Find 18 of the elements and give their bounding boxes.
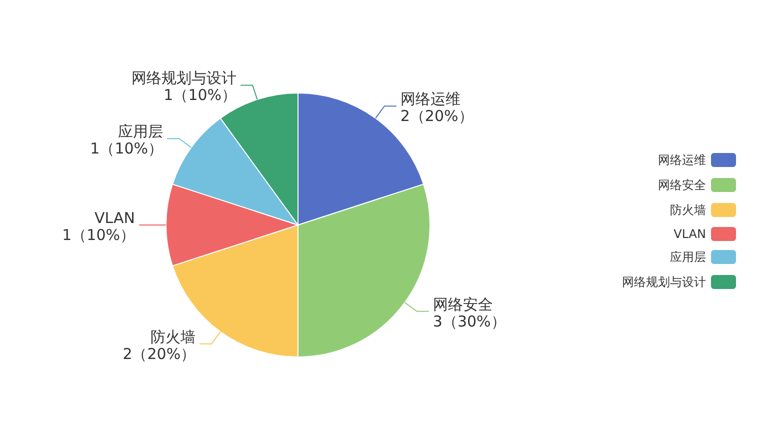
legend-label: 应用层 [670, 248, 706, 266]
legend-label: 网络安全 [658, 176, 706, 194]
data-label: 1（10%） [164, 86, 237, 104]
slice-label: 防火墙 [150, 328, 196, 346]
data-label: 2（20%） [122, 344, 196, 363]
legend-label: 网络规划与设计 [622, 274, 706, 290]
data-label: 1（10%） [90, 140, 164, 158]
data-label: 1（10%） [62, 226, 135, 244]
legend-label: VLAN [674, 226, 706, 240]
slice-label: 网络规划与设计 [132, 69, 237, 88]
data-label: 2（20%） [400, 107, 474, 126]
data-label: 3（30%） [432, 312, 506, 330]
legend-label: 网络运维 [658, 152, 706, 168]
legend-label: 防火墙 [670, 202, 706, 218]
slice-label: VLAN [94, 209, 135, 227]
slice-label: 应用层 [118, 122, 164, 141]
slice-label: 网络安全 [432, 295, 493, 314]
slice-label: 网络运维 [400, 90, 460, 108]
